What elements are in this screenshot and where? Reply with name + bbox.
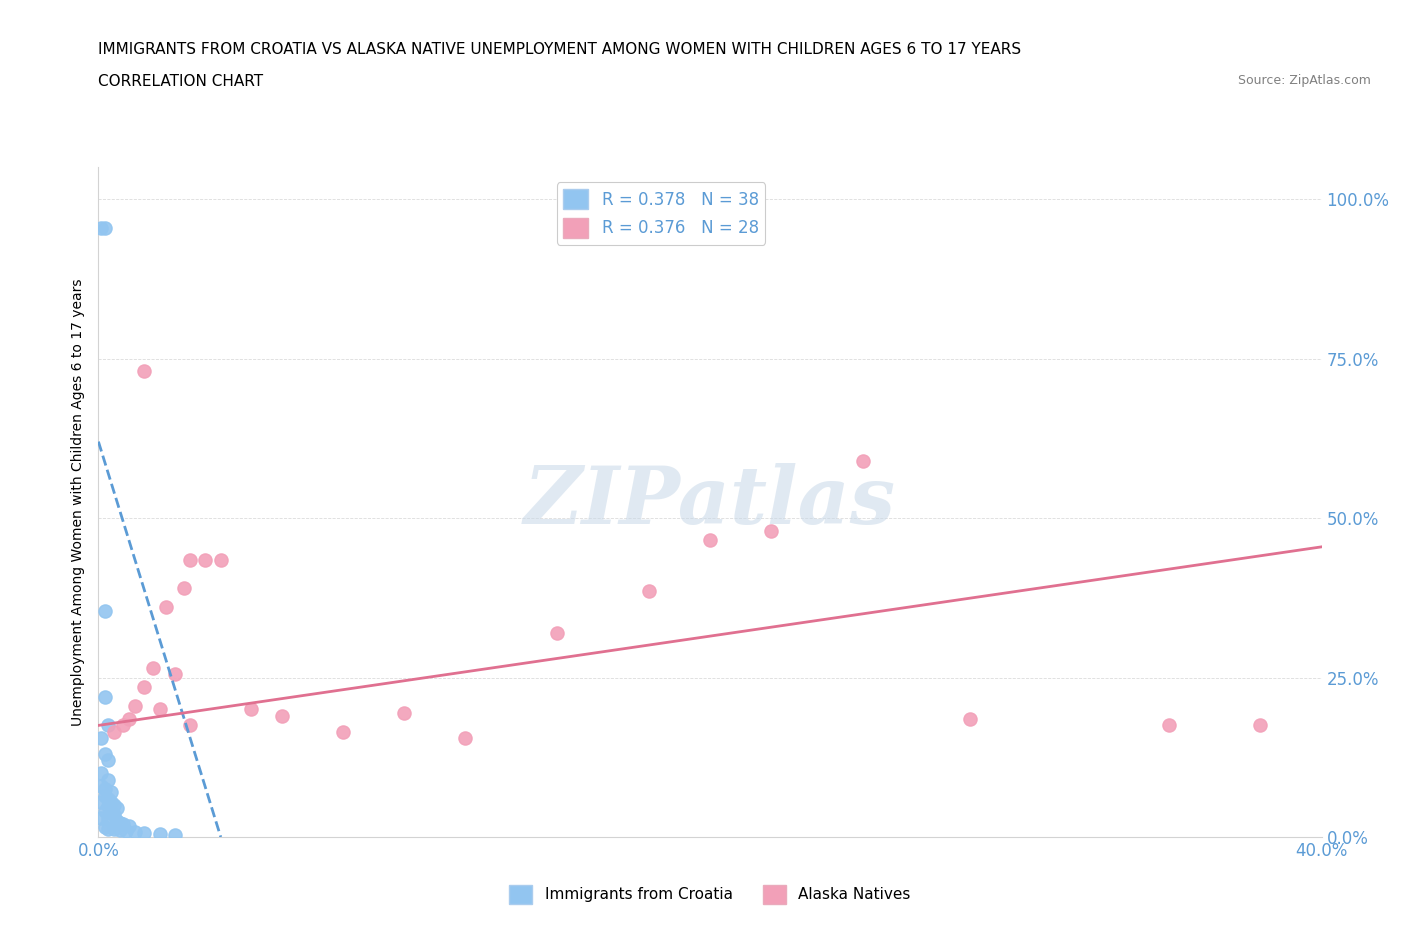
Point	[97, 791, 120, 806]
Point	[118, 711, 141, 726]
Text: IMMIGRANTS FROM CROATIA VS ALASKA NATIVE UNEMPLOYMENT AMONG WOMEN WITH CHILDREN : IMMIGRANTS FROM CROATIA VS ALASKA NATIVE…	[98, 42, 1022, 57]
Point	[142, 660, 165, 675]
Point	[93, 689, 115, 704]
Point	[93, 820, 115, 835]
Point	[97, 718, 120, 733]
Point	[134, 364, 156, 379]
Point	[546, 626, 568, 641]
Point	[173, 581, 195, 596]
Point	[97, 753, 120, 768]
Point	[93, 604, 115, 618]
Point	[124, 825, 146, 840]
Text: Source: ZipAtlas.com: Source: ZipAtlas.com	[1237, 74, 1371, 87]
Point	[97, 799, 120, 814]
Point	[97, 812, 120, 827]
Text: ZIPatlas: ZIPatlas	[524, 463, 896, 541]
Point	[103, 822, 125, 837]
Legend: Immigrants from Croatia, Alaska Natives: Immigrants from Croatia, Alaska Natives	[503, 879, 917, 910]
Point	[124, 698, 146, 713]
Point	[90, 794, 112, 809]
Point	[90, 810, 112, 825]
Point	[163, 667, 186, 682]
Point	[97, 821, 120, 836]
Point	[759, 524, 782, 538]
Point	[105, 814, 128, 829]
Point	[90, 765, 112, 780]
Point	[194, 552, 217, 567]
Point	[134, 680, 156, 695]
Point	[103, 807, 125, 822]
Point	[105, 801, 128, 816]
Point	[392, 705, 416, 720]
Point	[134, 825, 156, 840]
Point	[149, 827, 172, 842]
Point	[108, 822, 131, 837]
Point	[118, 818, 141, 833]
Point	[179, 552, 201, 567]
Point	[332, 724, 354, 739]
Point	[90, 220, 112, 235]
Point	[852, 453, 875, 468]
Point	[155, 600, 177, 615]
Point	[90, 778, 112, 793]
Point	[90, 731, 112, 746]
Point	[111, 718, 134, 733]
Point	[209, 552, 232, 567]
Point	[97, 772, 120, 787]
Point	[108, 816, 131, 830]
Point	[100, 794, 122, 809]
Point	[93, 804, 115, 819]
Point	[93, 782, 115, 797]
Point	[163, 828, 186, 843]
Point	[93, 788, 115, 803]
Point	[699, 533, 721, 548]
Point	[637, 584, 661, 599]
Point	[93, 220, 115, 235]
Point	[1157, 718, 1180, 733]
Point	[100, 785, 122, 800]
Y-axis label: Unemployment Among Women with Children Ages 6 to 17 years: Unemployment Among Women with Children A…	[70, 278, 84, 726]
Point	[240, 702, 263, 717]
Point	[111, 817, 134, 831]
Point	[149, 702, 172, 717]
Text: CORRELATION CHART: CORRELATION CHART	[98, 74, 263, 89]
Point	[115, 823, 138, 838]
Point	[179, 718, 201, 733]
Point	[270, 709, 292, 724]
Point	[959, 711, 981, 726]
Point	[100, 805, 122, 820]
Point	[103, 724, 125, 739]
Point	[1249, 718, 1271, 733]
Point	[93, 747, 115, 762]
Point	[103, 798, 125, 813]
Point	[454, 731, 477, 746]
